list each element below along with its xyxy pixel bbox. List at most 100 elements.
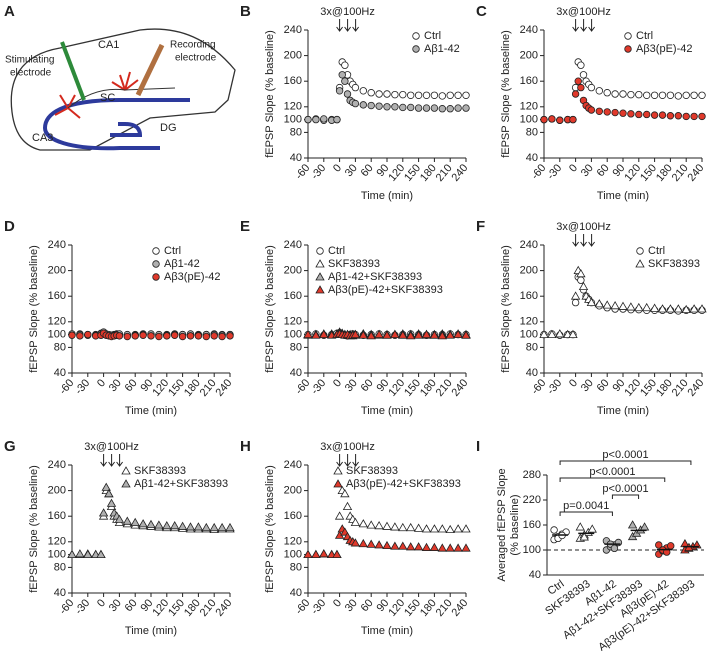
marker	[539, 329, 549, 338]
dg-layer	[110, 122, 143, 137]
x-tick-label: -30	[309, 377, 328, 397]
marker	[350, 538, 361, 547]
legend-marker	[333, 479, 343, 488]
bracket	[559, 477, 666, 482]
y-label: Averaged fEPSP Slope	[496, 468, 508, 581]
legend-marker	[315, 259, 325, 268]
marker	[96, 549, 106, 558]
marker	[697, 304, 707, 313]
legend-label: Aβ1-42	[164, 258, 200, 270]
x-tick-label: 240	[214, 597, 235, 619]
x-tick-label: -30	[73, 597, 92, 617]
marker	[658, 111, 667, 119]
marker	[461, 543, 471, 552]
marker	[193, 522, 204, 531]
p-value: p<0.0001	[602, 449, 648, 461]
marker	[626, 302, 636, 311]
y-tick-label: 160	[284, 290, 302, 302]
marker	[587, 524, 597, 533]
x-tick-label: 30	[579, 377, 596, 394]
x-tick-label: 30	[579, 162, 596, 179]
legend-label: Aβ3(pE)-42	[636, 43, 692, 55]
stim-arrow	[116, 454, 123, 467]
marker	[366, 539, 376, 548]
y-tick-label: 200	[284, 485, 302, 497]
marker	[170, 331, 179, 339]
stim-arrow	[344, 454, 351, 467]
x-tick-label: 0	[95, 377, 108, 389]
marker	[429, 524, 440, 533]
marker	[359, 101, 367, 109]
y-tick-label: 100	[523, 544, 541, 556]
marker	[603, 89, 611, 97]
marker	[618, 301, 628, 310]
marker	[445, 524, 455, 534]
marker	[574, 77, 582, 85]
marker	[358, 538, 368, 548]
x-tick-label: 30	[107, 377, 124, 394]
panel-letter: E	[240, 218, 250, 235]
marker	[421, 524, 432, 533]
y-tick-label: 100	[520, 329, 538, 341]
marker	[635, 90, 643, 99]
x-tick-label: 60	[595, 377, 612, 394]
marker	[635, 110, 643, 119]
legend-label: Aβ1-42+SKF38393	[134, 478, 228, 490]
y-tick-label: 120	[48, 536, 66, 548]
stim-arrow	[344, 19, 351, 32]
y-tick-label: 100	[284, 114, 302, 126]
marker	[375, 90, 383, 98]
marker	[429, 330, 440, 339]
marker	[570, 291, 581, 300]
panel-letter: F	[476, 218, 485, 235]
marker	[634, 302, 644, 312]
annotation: 3x@100Hz	[320, 6, 375, 18]
marker	[665, 304, 676, 313]
marker	[556, 116, 564, 124]
marker	[115, 332, 124, 340]
marker	[374, 540, 384, 549]
y-tick-label: 200	[284, 50, 302, 62]
legend-label: Ctrl	[636, 30, 653, 42]
bracket	[611, 494, 640, 499]
stim-arrow	[336, 454, 343, 467]
y-label: fEPSP Slope (% baseline)	[28, 465, 40, 593]
x-tick-label: 0	[331, 162, 344, 174]
marker	[667, 542, 675, 550]
marker	[68, 331, 76, 339]
y-tick-label: 200	[48, 485, 66, 497]
marker	[577, 83, 585, 92]
y-tick-label: 120	[48, 316, 66, 328]
marker	[319, 549, 329, 558]
marker	[399, 90, 407, 99]
stim-arrow	[336, 19, 343, 32]
marker	[413, 542, 424, 551]
marker	[98, 508, 109, 517]
legend-label: Ctrl	[328, 245, 345, 257]
marker	[666, 112, 675, 120]
y-tick-label: 200	[520, 265, 538, 277]
marker	[547, 329, 557, 338]
marker	[555, 329, 565, 338]
marker	[225, 522, 235, 532]
marker	[619, 109, 627, 117]
marker	[338, 71, 346, 79]
legend-marker	[121, 466, 131, 475]
marker	[177, 521, 188, 530]
y-tick-label: 120	[284, 316, 302, 328]
x-tick-label: 60	[359, 377, 376, 394]
marker	[320, 115, 328, 123]
x-tick-label: 30	[107, 597, 124, 614]
marker	[454, 104, 462, 112]
marker	[461, 330, 471, 339]
marker	[430, 104, 439, 112]
x-label: Time (min)	[125, 625, 177, 637]
x-tick-label: 60	[123, 597, 140, 614]
y-tick-label: 160	[48, 290, 66, 302]
marker	[548, 115, 556, 123]
marker	[575, 522, 585, 531]
x-tick-label: 240	[450, 377, 471, 399]
p-value: p<0.0001	[602, 483, 648, 495]
marker	[375, 102, 383, 110]
marker	[643, 91, 651, 99]
